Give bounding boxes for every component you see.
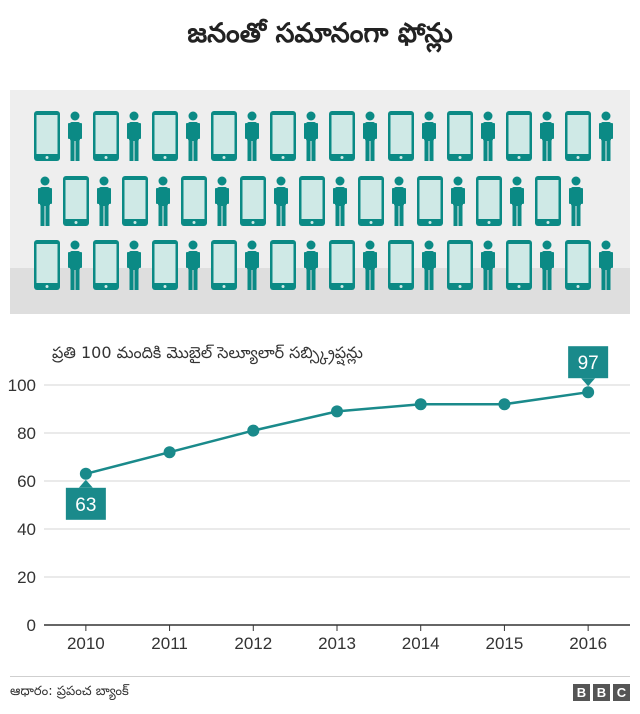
person-icon <box>245 111 259 161</box>
person-icon <box>156 176 170 226</box>
phone-icon <box>329 111 355 161</box>
phone-icon <box>388 240 414 290</box>
logo-letter: B <box>573 684 590 701</box>
person-icon <box>215 176 229 226</box>
logo-letter: B <box>593 684 610 701</box>
person-icon <box>38 176 52 226</box>
phone-icon <box>535 176 561 226</box>
person-icon <box>422 240 436 290</box>
data-point <box>331 405 343 418</box>
bbc-logo: B B C <box>573 684 630 701</box>
phone-icon <box>270 111 296 161</box>
source-note: ఆధారం: ప్రపంచ బ్యాంక్ <box>10 684 129 699</box>
x-tick-label: 2013 <box>318 634 356 653</box>
phone-icon <box>417 176 443 226</box>
phone-icon <box>211 111 237 161</box>
person-icon <box>363 240 377 290</box>
person-icon <box>392 176 406 226</box>
person-icon <box>540 111 554 161</box>
person-icon <box>186 240 200 290</box>
chart-subtitle: ప్రతి 100 మందికి మొబైల్ సెల్యూలార్ సబ్స్… <box>51 343 363 366</box>
x-tick-label: 2010 <box>67 634 105 653</box>
y-tick-label: 0 <box>27 616 36 635</box>
person-icon <box>599 111 613 161</box>
y-tick-label: 40 <box>17 520 36 539</box>
data-point <box>163 446 176 459</box>
phone-icon <box>34 240 60 290</box>
person-icon <box>68 111 82 161</box>
phone-icon <box>240 176 266 226</box>
person-icon <box>510 176 524 226</box>
svg-text:63: 63 <box>75 495 96 516</box>
data-point <box>247 424 260 437</box>
person-icon <box>540 240 554 290</box>
phone-icon <box>506 240 532 290</box>
svg-text:97: 97 <box>578 353 599 374</box>
person-icon <box>599 240 613 290</box>
phone-icon <box>447 240 473 290</box>
phone-icon <box>93 111 119 161</box>
person-icon <box>127 111 141 161</box>
person-icon <box>304 111 318 161</box>
phone-icon <box>63 176 89 226</box>
x-tick-label: 2012 <box>234 634 272 653</box>
person-icon <box>97 176 111 226</box>
person-icon <box>68 240 82 290</box>
phone-icon <box>152 240 178 290</box>
footer-divider <box>10 676 630 677</box>
phone-icon <box>388 111 414 161</box>
phone-icon <box>93 240 119 290</box>
person-icon <box>422 111 436 161</box>
phone-icon <box>565 240 591 290</box>
footer: ఆధారం: ప్రపంచ బ్యాంక్ B B C <box>0 676 640 714</box>
data-label: 63 <box>65 479 106 520</box>
y-tick-label: 20 <box>17 568 36 587</box>
phone-icon <box>358 176 384 226</box>
person-icon <box>569 176 583 226</box>
phone-icon <box>181 176 207 226</box>
person-icon <box>481 240 495 290</box>
phones-people-illustration <box>10 90 630 314</box>
phone-icon <box>447 111 473 161</box>
data-point <box>414 398 427 411</box>
phone-icon <box>565 111 591 161</box>
page-title: జనంతో సమానంగా ఫోన్లు <box>187 18 453 49</box>
person-icon <box>274 176 288 226</box>
person-icon <box>186 111 200 161</box>
y-tick-label: 60 <box>17 472 36 491</box>
data-point <box>79 467 92 480</box>
x-tick-label: 2015 <box>486 634 524 653</box>
phone-icon <box>270 240 296 290</box>
x-tick-label: 2016 <box>569 634 607 653</box>
data-point <box>582 386 595 399</box>
phone-icon <box>211 240 237 290</box>
person-icon <box>451 176 465 226</box>
person-icon <box>333 176 347 226</box>
data-label: 97 <box>568 346 609 387</box>
person-icon <box>304 240 318 290</box>
phone-icon <box>299 176 325 226</box>
y-tick-label: 100 <box>8 376 36 395</box>
logo-letter: C <box>613 684 630 701</box>
phone-icon <box>34 111 60 161</box>
phone-icon <box>122 176 148 226</box>
person-icon <box>127 240 141 290</box>
person-icon <box>363 111 377 161</box>
y-tick-label: 80 <box>17 424 36 443</box>
phone-icon <box>476 176 502 226</box>
phone-icon <box>152 111 178 161</box>
person-icon <box>245 240 259 290</box>
x-tick-label: 2011 <box>151 634 188 653</box>
phone-icon <box>506 111 532 161</box>
x-tick-label: 2014 <box>402 634 440 653</box>
line-chart: ప్రతి 100 మందికి మొబైల్ సెల్యూలార్ సబ్స్… <box>0 330 640 670</box>
phone-icon <box>329 240 355 290</box>
data-point <box>498 398 511 411</box>
person-icon <box>481 111 495 161</box>
